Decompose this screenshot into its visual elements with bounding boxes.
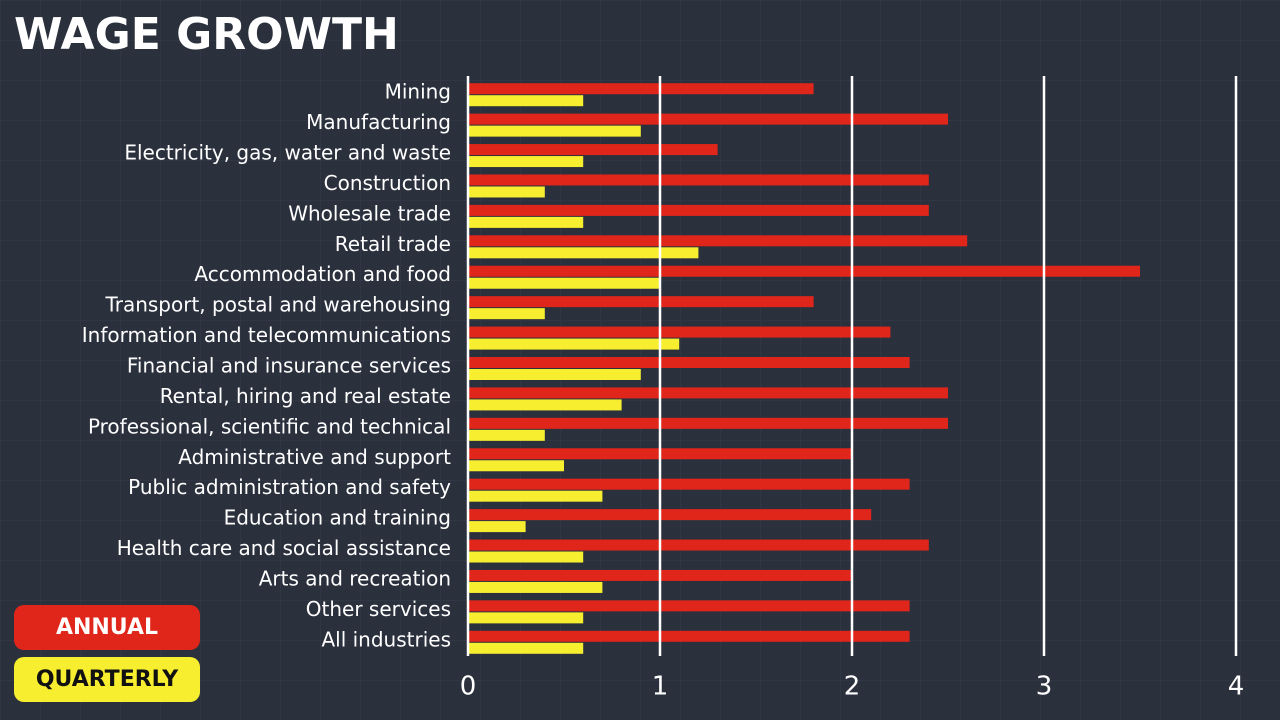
- bar: [468, 399, 622, 411]
- bar: [468, 612, 584, 624]
- bar: [468, 296, 814, 308]
- y-tick-label: Accommodation and food: [194, 262, 451, 286]
- y-tick-label: Retail trade: [335, 232, 451, 256]
- legend-swatch: [14, 605, 200, 650]
- bar: [468, 369, 641, 380]
- legend-swatch: [14, 657, 200, 702]
- bar: [468, 83, 814, 95]
- bar: [468, 429, 545, 441]
- legend-label: ANNUAL: [56, 615, 158, 640]
- bar: [468, 247, 699, 259]
- bar: [468, 600, 910, 612]
- y-tick-label: Wholesale trade: [288, 201, 451, 225]
- bar: [468, 357, 910, 368]
- x-tick-label: 4: [1228, 672, 1245, 702]
- bar: [468, 174, 929, 186]
- x-tick-label: 3: [1036, 672, 1053, 702]
- x-tick-label: 0: [460, 672, 477, 702]
- y-tick-label: Manufacturing: [306, 110, 451, 134]
- bar: [468, 521, 526, 533]
- bar: [468, 642, 584, 654]
- bar: [468, 308, 545, 320]
- y-tick-label: Professional, scientific and technical: [88, 414, 451, 438]
- y-tick-label: Information and telecommunications: [82, 323, 451, 347]
- bar: [468, 326, 891, 338]
- bar: [468, 460, 564, 472]
- bar: [468, 216, 584, 228]
- bar: [468, 387, 948, 399]
- bar: [468, 235, 968, 247]
- x-tick-label: 2: [844, 672, 861, 702]
- y-tick-label: All industries: [321, 627, 451, 651]
- y-tick-label: Administrative and support: [178, 445, 451, 469]
- bar: [468, 478, 910, 490]
- bar: [468, 581, 603, 593]
- y-tick-label: Other services: [306, 597, 451, 621]
- x-tick-label: 1: [652, 672, 669, 702]
- bar: [468, 630, 910, 642]
- y-tick-label: Arts and recreation: [259, 566, 451, 590]
- bar: [468, 144, 718, 156]
- bar: [468, 156, 584, 168]
- bar: [468, 551, 584, 563]
- bar: [468, 265, 1140, 277]
- y-tick-label: Mining: [385, 80, 451, 104]
- bar: [468, 338, 680, 350]
- y-tick-label: Education and training: [224, 506, 451, 530]
- y-tick-label: Public administration and safety: [128, 475, 451, 499]
- y-tick-label: Health care and social assistance: [117, 536, 451, 560]
- bar: [468, 113, 948, 125]
- bar: [468, 95, 584, 107]
- bar: [468, 186, 545, 198]
- y-tick-label: Rental, hiring and real estate: [160, 384, 451, 408]
- bar: [468, 490, 603, 502]
- bar: [468, 125, 641, 137]
- bar: [468, 539, 929, 551]
- bar: [468, 204, 929, 216]
- y-tick-label: Electricity, gas, water and waste: [124, 141, 451, 165]
- y-tick-label: Construction: [324, 171, 451, 195]
- bar: [468, 417, 948, 429]
- y-tick-label: Financial and insurance services: [127, 354, 451, 378]
- bar: [468, 277, 660, 289]
- y-tick-label: Transport, postal and warehousing: [104, 293, 451, 317]
- bar: [468, 509, 872, 521]
- legend-label: QUARTERLY: [36, 667, 179, 692]
- chart-title: WAGE GROWTH: [14, 9, 399, 60]
